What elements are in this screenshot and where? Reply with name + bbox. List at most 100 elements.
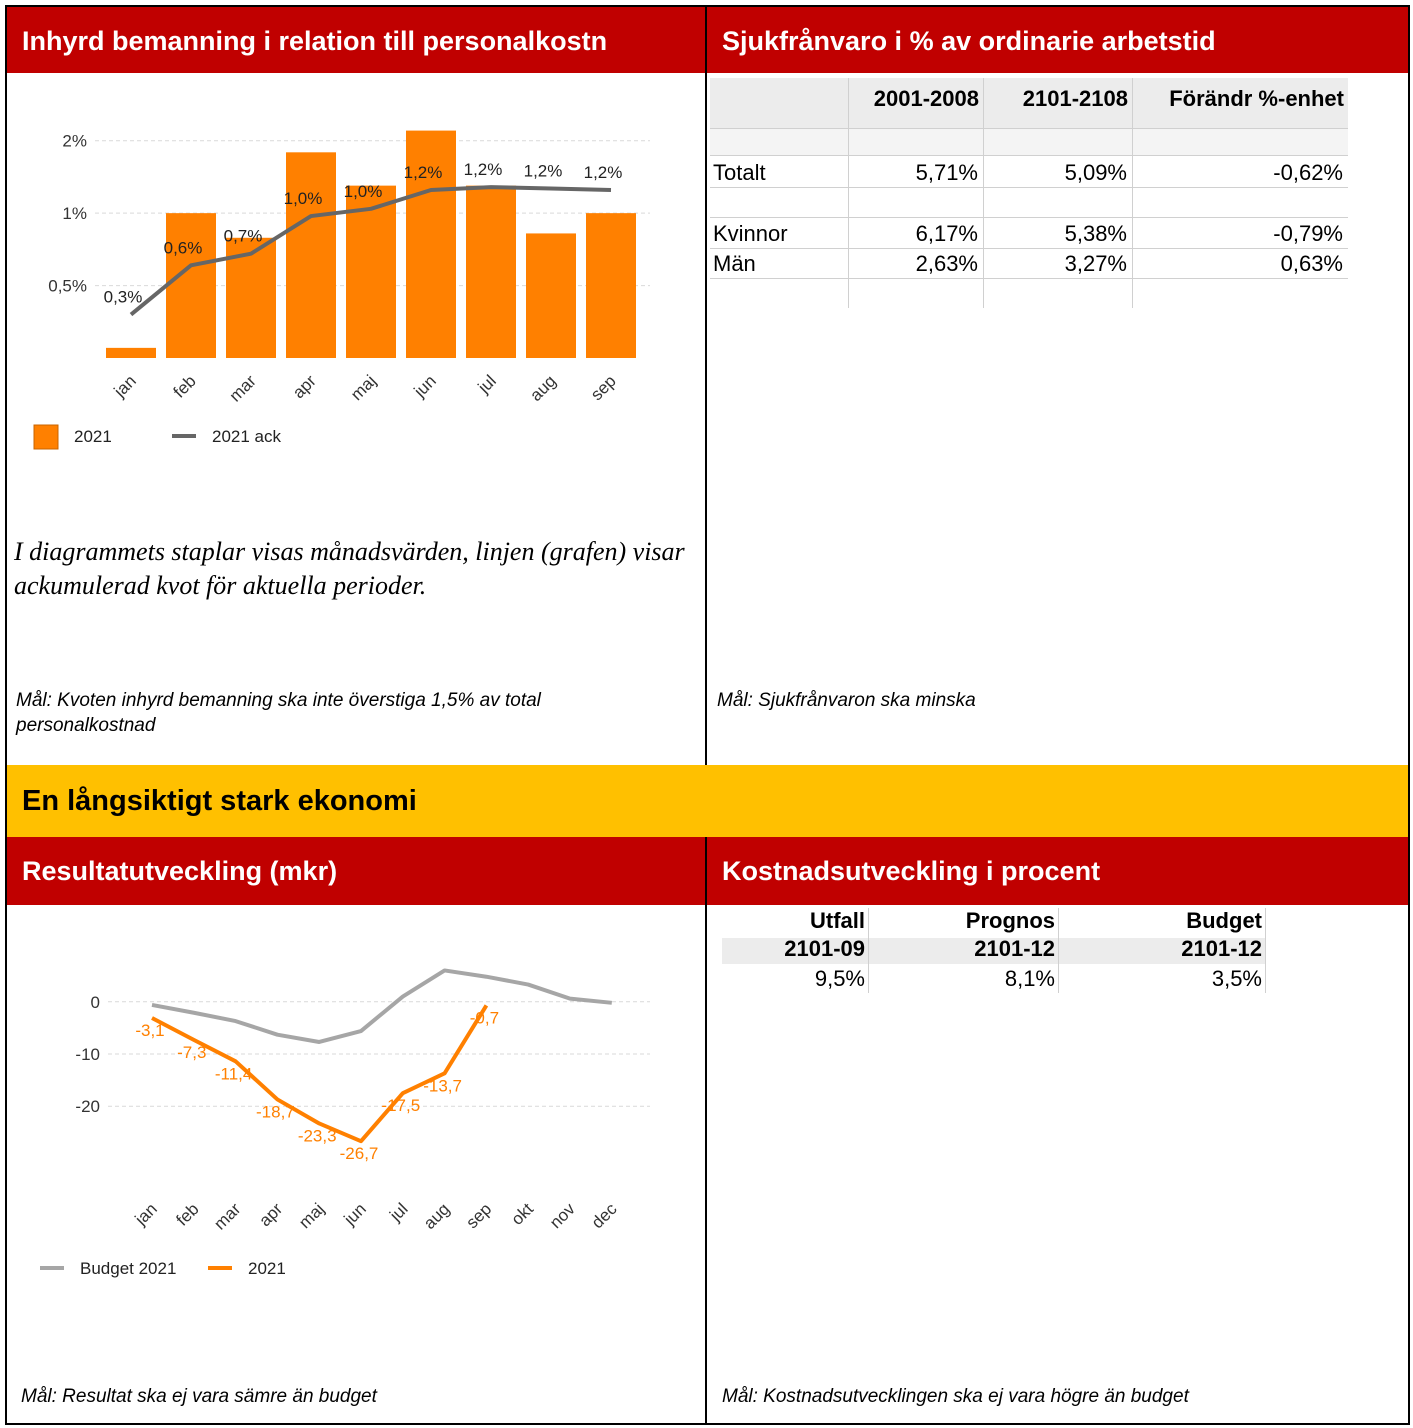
border [5, 5, 7, 1425]
table-rule [1132, 78, 1133, 308]
x-tick-label: nov [546, 1199, 579, 1232]
goal-text: Mål: Resultat ska ej vara sämre än budge… [21, 1386, 377, 1407]
table-rule [1058, 908, 1059, 993]
bar [286, 152, 336, 358]
table-header-bg [722, 938, 1265, 964]
table-cell: 3,27% [1064, 251, 1127, 276]
legend-swatch [33, 424, 59, 450]
legend-label: Budget 2021 [80, 1259, 176, 1278]
table-header-cell: 2101-12 [974, 936, 1055, 961]
table-header-cell: 2101-12 [1181, 936, 1262, 961]
table-rule [1265, 908, 1266, 993]
table-cell: 2,63% [915, 251, 978, 276]
x-tick-label: sep [462, 1199, 495, 1232]
table-header-cell: 2001-2008 [873, 86, 979, 111]
table-rule [710, 128, 1348, 129]
goal-text: Mål: Sjukfrånvaron ska minska [717, 690, 976, 711]
x-tick-label: maj [295, 1199, 328, 1232]
bar [166, 213, 216, 358]
data-label: 1,0% [344, 182, 383, 201]
table-spacer-bg [710, 128, 1348, 155]
table-rule [710, 187, 1348, 188]
bar [526, 233, 576, 358]
data-label: -18,7 [256, 1102, 295, 1121]
table-cell: Män [713, 251, 756, 276]
data-label: 0,7% [224, 227, 263, 246]
chart-note: I diagrammets staplar visas månadsvärden… [14, 537, 685, 600]
x-tick-label: dec [588, 1199, 621, 1232]
border [705, 5, 707, 765]
border [5, 5, 1410, 7]
data-label: -26,7 [340, 1144, 379, 1163]
data-label: 1,2% [464, 160, 503, 179]
line-series [151, 1004, 489, 1144]
y-tick-label: -10 [75, 1045, 100, 1064]
bar [346, 185, 396, 358]
table-cell: 5,71% [915, 160, 978, 185]
y-tick-label: 1% [62, 204, 87, 223]
panel-title: Kostnadsutveckling i procent [707, 837, 1408, 905]
y-tick-label: 0,5% [48, 277, 87, 296]
data-label: 1,0% [284, 189, 323, 208]
y-tick-label: -20 [75, 1097, 100, 1116]
bar [106, 347, 156, 358]
panel-title: Resultatutveckling (mkr) [7, 837, 705, 905]
legend-label: 2021 [248, 1259, 286, 1278]
section-banner: En långsiktigt stark ekonomi [7, 765, 1408, 837]
table-cell: 3,5% [1211, 966, 1262, 991]
table-rule [983, 78, 984, 308]
table-cell: 6,17% [915, 221, 978, 246]
legend-label: 2021 ack [212, 427, 281, 446]
line-series [129, 185, 612, 317]
data-label: 1,2% [524, 162, 563, 181]
table-cell: 5,38% [1064, 221, 1127, 246]
goal-text: Mål: Kvoten inhyrd bemanning ska inte öv… [16, 690, 541, 736]
data-label: -7,3 [177, 1043, 206, 1062]
x-tick-label: mar [210, 1199, 244, 1233]
table-cell: Kvinnor [713, 221, 788, 246]
table-cell: -0,79% [1273, 221, 1343, 246]
border [705, 837, 707, 1425]
y-tick-label: 2% [62, 132, 87, 151]
table-rule [848, 78, 849, 308]
table-cell: 9,5% [814, 966, 865, 991]
table-header-cell: 2101-09 [784, 936, 865, 961]
y-tick-label: 0 [91, 993, 100, 1012]
table-rule [710, 278, 1348, 279]
table-cell: Totalt [713, 160, 766, 185]
table-rule [710, 217, 1348, 218]
x-tick-label: jan [131, 1199, 161, 1229]
legend-label: 2021 [74, 427, 112, 446]
data-label: -17,5 [381, 1096, 420, 1115]
data-label: -13,7 [423, 1076, 462, 1095]
data-label: -0,7 [470, 1008, 499, 1027]
border [5, 1423, 1410, 1425]
panel-title: Inhyrd bemanning i relation till persona… [7, 7, 705, 73]
table-cell: -0,62% [1273, 160, 1343, 185]
table-cell: 8,1% [1004, 966, 1055, 991]
x-tick-label: aug [420, 1199, 453, 1232]
panel-title: Sjukfrånvaro i % av ordinarie arbetstid [707, 7, 1408, 73]
bar [406, 130, 456, 358]
table-rule [710, 155, 1348, 156]
table-header-cell: Budget [1186, 908, 1262, 933]
table-header-bg [710, 78, 1348, 128]
x-tick-label: apr [255, 1199, 286, 1230]
data-label: -23,3 [298, 1126, 337, 1145]
x-tick-label: jun [340, 1199, 370, 1229]
goal-text: Mål: Kostnadsutvecklingen ska ej vara hö… [722, 1386, 1189, 1407]
data-label: 1,2% [404, 163, 443, 182]
table-header-cell: Utfall [810, 908, 865, 933]
bar [586, 213, 636, 358]
x-tick-label: okt [508, 1199, 538, 1229]
data-label: 0,3% [104, 288, 143, 307]
table-cell: 5,09% [1064, 160, 1127, 185]
x-tick-label: jul [385, 1199, 411, 1225]
data-label: -11,4 [215, 1064, 253, 1083]
data-label: 0,6% [164, 238, 203, 257]
table-header-cell: Prognos [965, 908, 1055, 933]
table-header-cell: 2101-2108 [1022, 86, 1128, 111]
bar [466, 185, 516, 358]
